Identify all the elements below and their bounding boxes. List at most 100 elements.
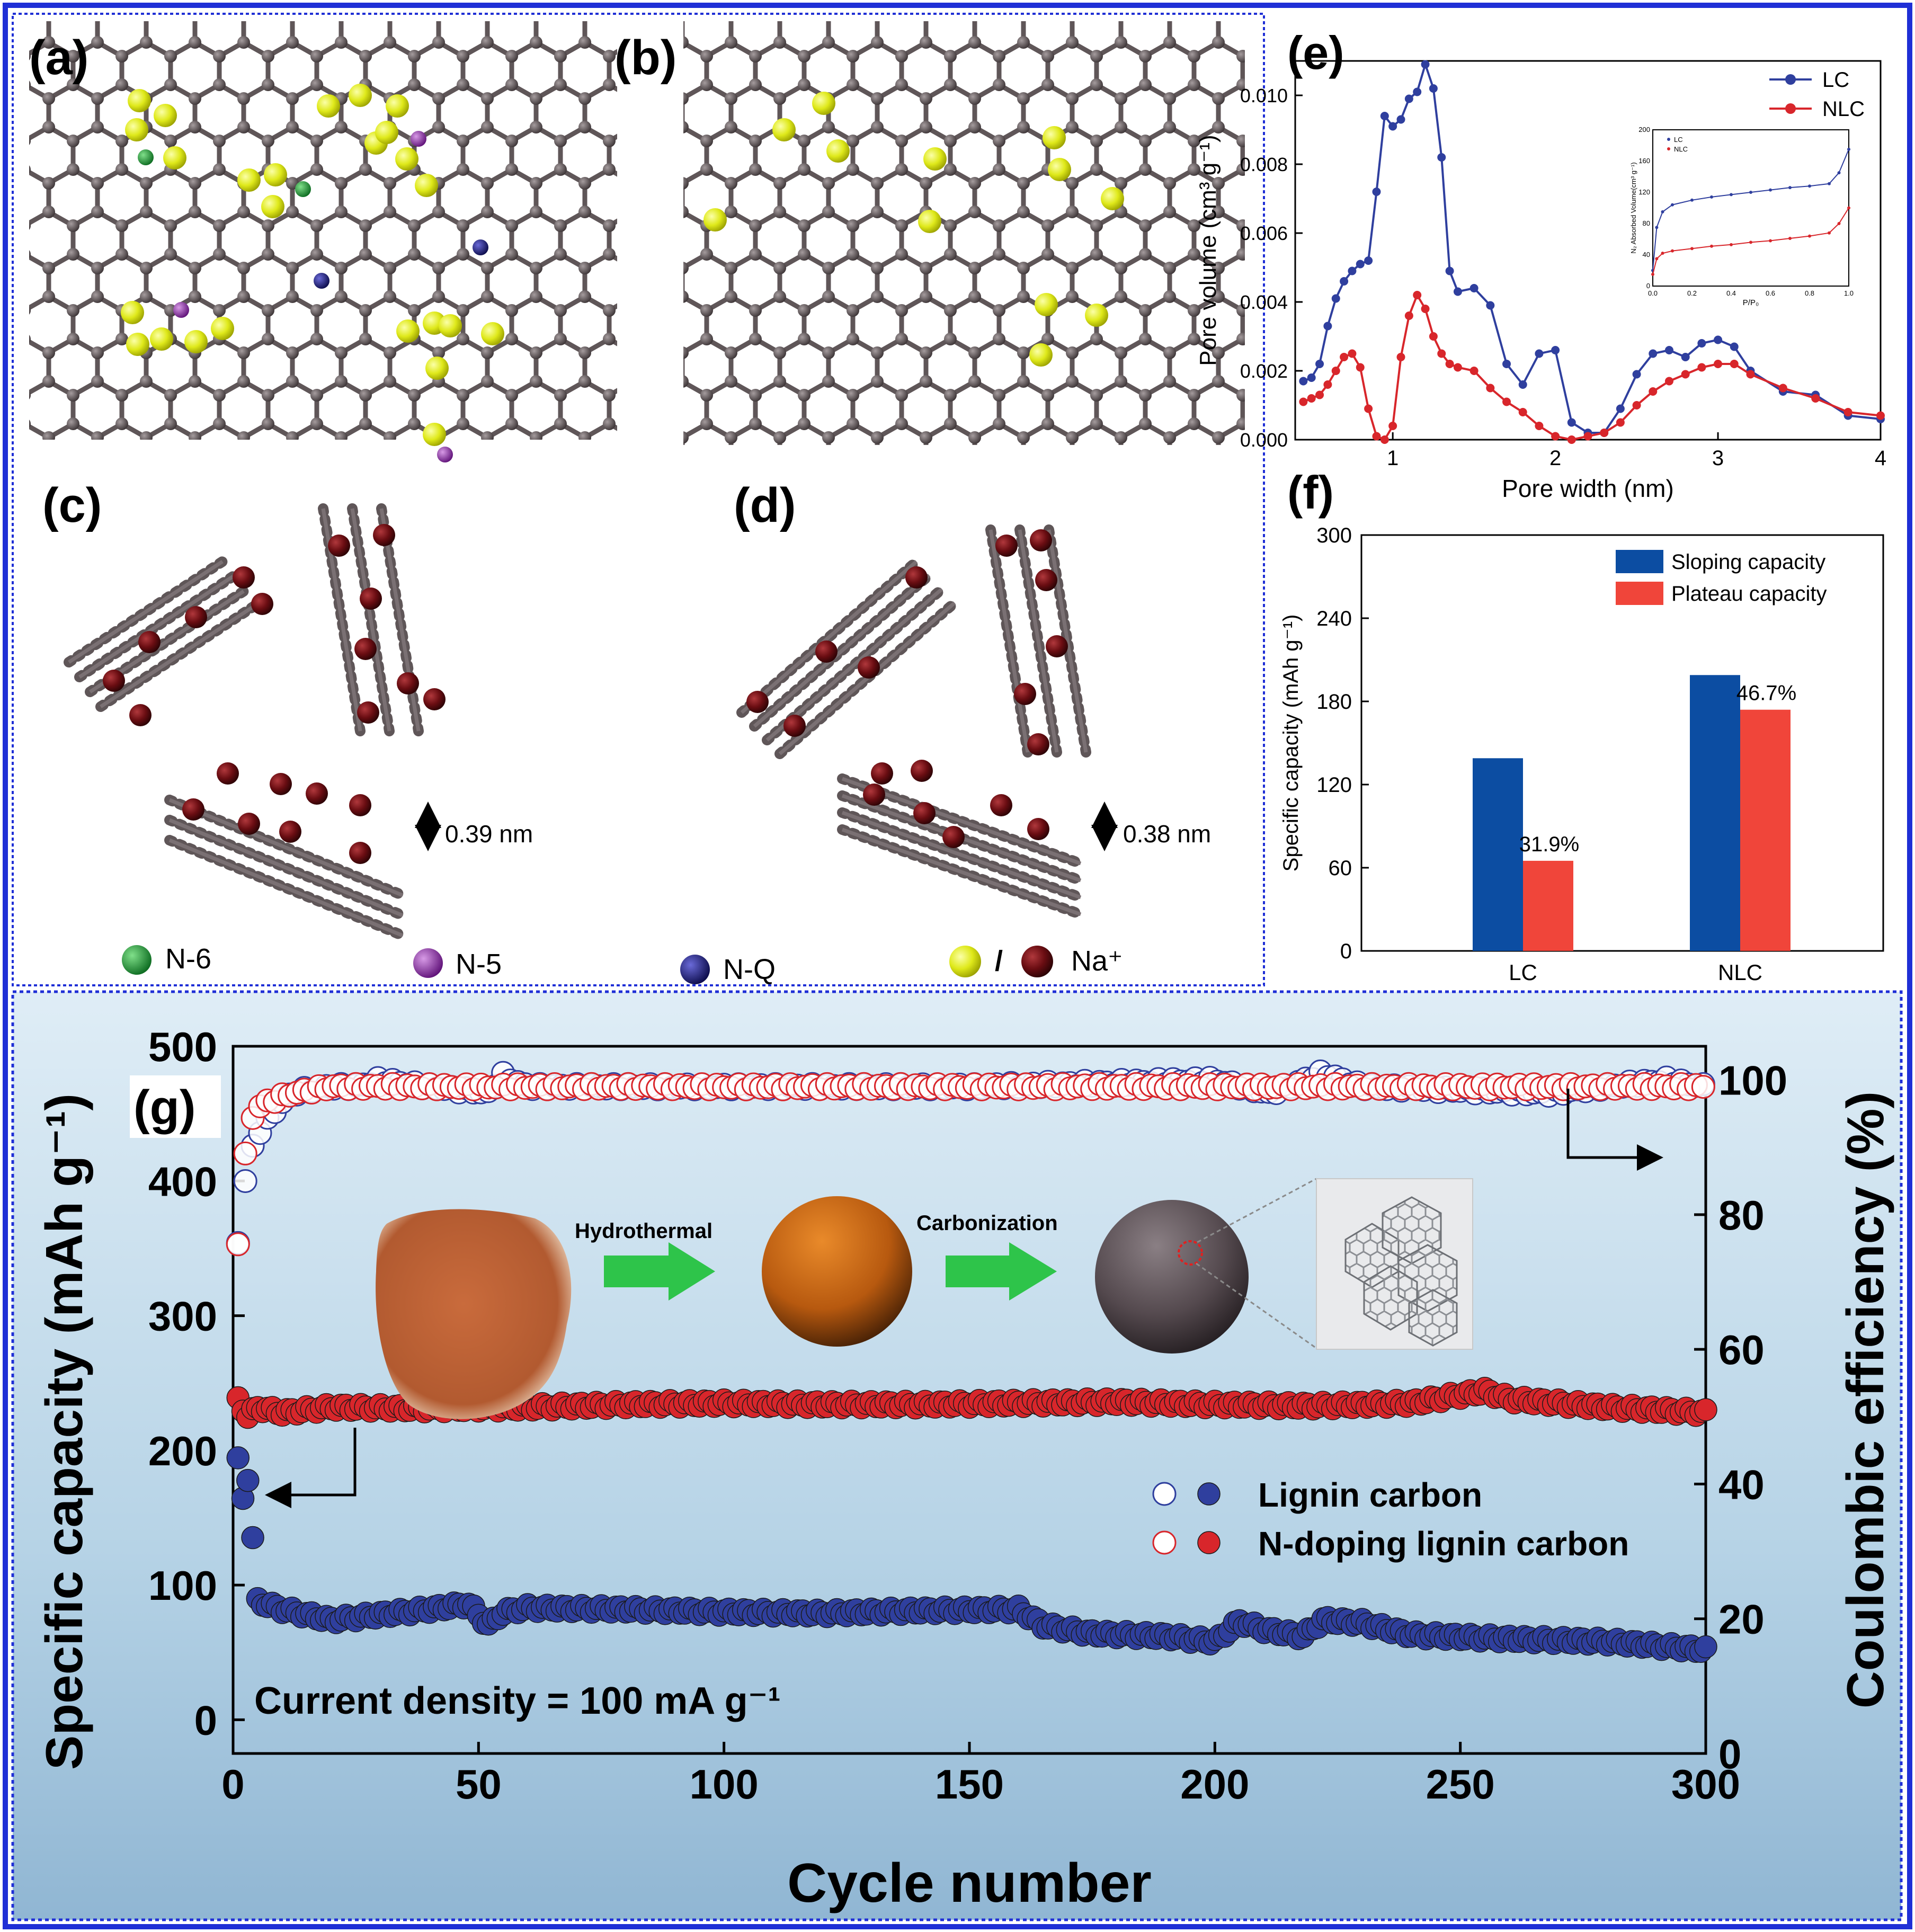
na-ion <box>373 524 395 546</box>
graphene-layer-core <box>753 574 931 728</box>
na-ion <box>306 782 328 805</box>
graphene-sheet-b <box>683 21 1245 445</box>
data-point-LC <box>1372 188 1381 196</box>
inset-point-NLC <box>1769 239 1772 243</box>
legend-swatch-0 <box>1616 550 1663 573</box>
na-ion <box>103 670 125 692</box>
na-ions-a <box>121 84 504 446</box>
inset-point-NLC <box>1828 231 1831 235</box>
na-ion <box>184 330 208 353</box>
inset-point-LC <box>1828 182 1831 185</box>
inset-x-tick-label: 0.2 <box>1687 289 1697 297</box>
y-tick-label: 0 <box>1340 940 1352 963</box>
data-point-LC <box>1632 370 1641 379</box>
data-point-LC <box>1649 349 1658 358</box>
series-lignin-carbon-capacity <box>226 1446 1717 1663</box>
x-axis-label: Cycle number <box>787 1853 1152 1914</box>
data-point-NLC <box>1421 305 1430 313</box>
na-ion <box>1035 569 1057 591</box>
data-point-LC <box>1453 287 1462 296</box>
data-point-NLC <box>1453 363 1462 372</box>
x-tick-label: 250 <box>1426 1761 1495 1808</box>
inset-point-LC <box>1788 186 1792 190</box>
data-point <box>1694 1398 1717 1421</box>
legend-marker-NLC <box>1785 103 1796 114</box>
nq-marker <box>680 955 710 984</box>
data-point-NLC <box>1348 349 1357 358</box>
na-ion <box>357 701 379 724</box>
bar-plateau-capacity <box>1523 860 1573 951</box>
inset-frame <box>1652 129 1849 287</box>
na-ion <box>185 606 207 628</box>
graphene-layer-core <box>168 798 404 897</box>
legend-label-NLC: NLC <box>1822 97 1865 121</box>
legend-label-0: Sloping capacity <box>1671 550 1825 574</box>
graphene-layer-core <box>841 811 1082 900</box>
na-ion <box>439 314 462 337</box>
hexagon-flakes <box>1344 1196 1458 1347</box>
inset-point-NLC <box>1661 252 1664 255</box>
na-ion <box>1101 187 1124 210</box>
graphite-stacks-c <box>64 503 446 941</box>
y2-tick-label: 0 <box>1718 1731 1741 1777</box>
inset-point-NLC <box>1690 247 1694 251</box>
inset-point-LC <box>1837 171 1841 175</box>
inset-point-LC <box>1808 184 1811 188</box>
na-ion <box>1029 343 1053 367</box>
x-tick-label: 0 <box>221 1761 244 1808</box>
structure-panel-frame <box>12 13 1265 986</box>
na-ion <box>349 794 371 816</box>
na-ion <box>163 146 186 170</box>
zoom-circle <box>1178 1240 1203 1266</box>
nitrogen-dopant <box>473 239 488 255</box>
inset-point-LC <box>1710 195 1713 199</box>
y-tick-label: 0.002 <box>1240 360 1288 382</box>
inset-point-NLC <box>1847 206 1850 210</box>
panel-g-frame <box>11 990 1903 1921</box>
inset-y-tick-label: 120 <box>1638 188 1650 196</box>
data-point-NLC <box>1356 363 1365 372</box>
na-ion <box>812 92 835 115</box>
data-point <box>1694 1635 1717 1659</box>
na-ion <box>858 656 880 679</box>
interlayer-spacing-c: 0.39 nm <box>415 802 533 851</box>
data-point-LC <box>1681 353 1690 361</box>
na-ion <box>317 94 340 118</box>
data-point-LC <box>1429 84 1438 93</box>
hydrochar-sphere <box>762 1196 912 1347</box>
data-point-LC <box>1396 115 1405 124</box>
data-point-LC <box>1299 377 1308 386</box>
data-point-NLC <box>1551 432 1560 441</box>
data-point <box>233 1169 257 1193</box>
data-point-NLC <box>1600 429 1609 437</box>
data-point <box>233 1141 257 1165</box>
inset-point-LC <box>1661 210 1664 213</box>
inset-point-NLC <box>1655 257 1659 261</box>
na-ion <box>423 423 446 446</box>
inset-x-label: P/P₀ <box>1743 298 1759 307</box>
x-tick-label: 2 <box>1549 447 1561 470</box>
data-point-NLC <box>1445 360 1454 368</box>
data-point-NLC <box>1437 349 1446 358</box>
data-point-LC <box>1445 266 1454 275</box>
na-ion <box>1043 126 1066 149</box>
legend-label-1: Plateau capacity <box>1671 582 1827 606</box>
na-ion <box>128 89 151 112</box>
x-category-label: LC <box>1509 960 1537 985</box>
y-tick-label: 500 <box>148 1023 217 1070</box>
capacity-bar-chart: 0 60 120 180 240 300 Specific capacity (mAh g⁻… <box>1279 524 1884 985</box>
data-point-NLC <box>1486 384 1495 393</box>
interlayer-spacing-d: 0.38 nm <box>1091 802 1211 851</box>
na-ion <box>1048 158 1071 181</box>
nitrogen-dopant <box>314 273 329 289</box>
data-point-NLC <box>1388 422 1397 430</box>
inset-point-LC <box>1671 203 1674 207</box>
data-point-NLC <box>1323 380 1332 389</box>
na-ion <box>125 118 148 141</box>
na-ion <box>121 301 144 324</box>
right-axis-arrow <box>1566 1089 1663 1171</box>
na-ion <box>826 139 850 163</box>
synthesis-schematic: Hydrothermal Carbonization <box>376 1178 1473 1419</box>
graphene-layer-core <box>988 529 1030 753</box>
na-ion <box>251 593 273 615</box>
